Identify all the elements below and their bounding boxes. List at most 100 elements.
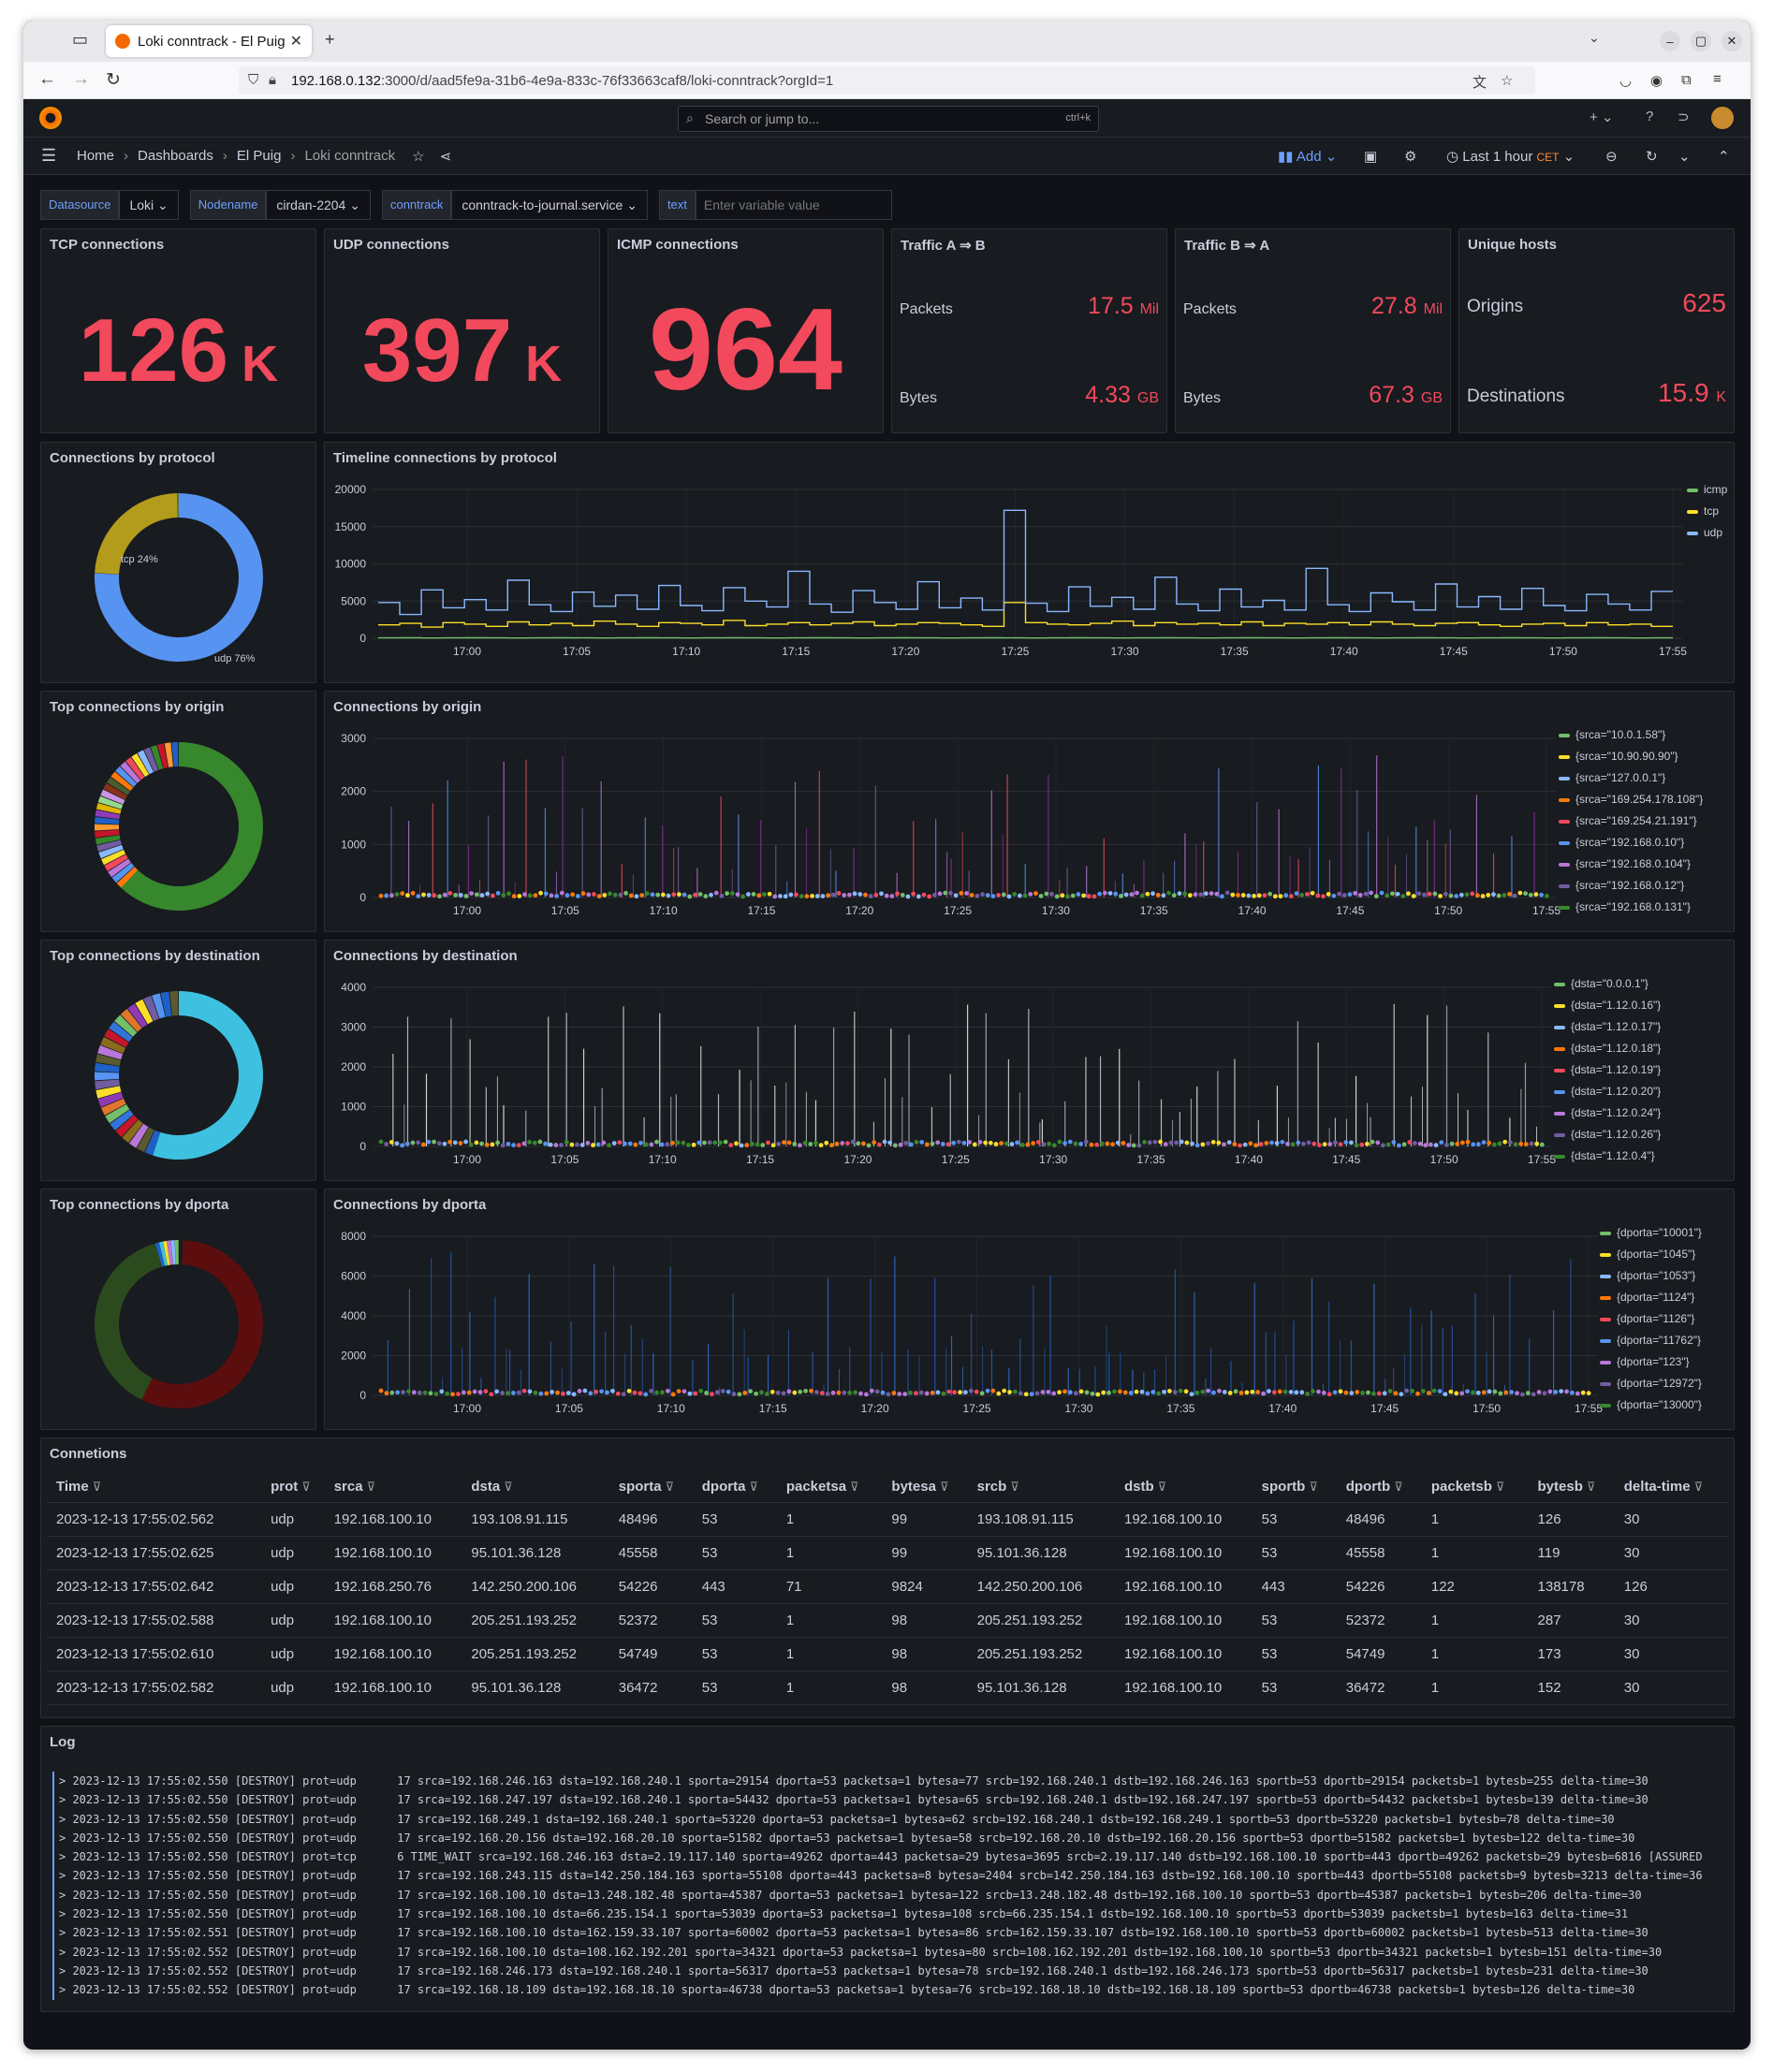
filter-icon[interactable]: ⊽	[939, 1480, 949, 1495]
hamburger-menu-icon[interactable]: ☰	[41, 146, 57, 165]
legend-item[interactable]: {srca="10.0.1.58"}	[1559, 724, 1703, 746]
legend-item[interactable]: {dporta="12972"}	[1600, 1373, 1702, 1394]
table-row[interactable]: 2023-12-13 17:55:02.588 udp 192.168.100.10…	[47, 1603, 1728, 1638]
table-row[interactable]: 2023-12-13 17:55:02.562 udp 192.168.100.10…	[47, 1502, 1728, 1537]
column-header-srca[interactable]: srca ⊽	[324, 1472, 462, 1503]
column-header-sporta[interactable]: sporta ⊽	[608, 1472, 693, 1503]
tab-list-icon[interactable]: ▭	[72, 30, 89, 49]
var-nodename-select[interactable]: cirdan-2204 ⌄	[266, 190, 371, 220]
legend-item[interactable]: {dsta="1.12.0.26"}	[1554, 1124, 1661, 1145]
account-icon[interactable]: ◉	[1650, 73, 1663, 89]
log-line[interactable]: > 2023-12-13 17:55:02.550 [DESTROY] prot…	[52, 1847, 1733, 1867]
column-header-packetsb[interactable]: packetsb ⊽	[1421, 1472, 1529, 1503]
origin-pie-panel[interactable]: Top connections by origin	[40, 691, 316, 932]
tcp-stat-panel[interactable]: TCP connections 126 K	[40, 228, 316, 433]
legend-item[interactable]: {dsta="1.12.0.24"}	[1554, 1102, 1661, 1124]
dest-ts-panel[interactable]: Connections by destination 0 1000 2000 3000…	[324, 940, 1735, 1181]
var-conntrack-select[interactable]: conntrack-to-journal.service ⌄	[451, 190, 648, 220]
log-line[interactable]: > 2023-12-13 17:55:02.550 [DESTROY] prot…	[52, 1866, 1733, 1886]
collapse-icon[interactable]: ⌃	[1718, 149, 1730, 165]
log-line[interactable]: > 2023-12-13 17:55:02.552 [DESTROY] prot…	[52, 1961, 1733, 1981]
tab-overflow-icon[interactable]: ⌄	[1589, 30, 1600, 45]
help-icon[interactable]: ?	[1646, 109, 1654, 124]
timeline-panel[interactable]: Timeline connections by protocol 0 5000 10…	[324, 442, 1735, 683]
close-tab-icon[interactable]: ✕	[289, 34, 302, 50]
pocket-icon[interactable]: ◡	[1619, 73, 1633, 89]
legend-item[interactable]: {dporta="123"}	[1600, 1351, 1702, 1373]
var-text-input[interactable]: Enter variable value	[695, 190, 892, 220]
forward-icon[interactable]: →	[72, 69, 90, 89]
filter-icon[interactable]: ⊽	[1309, 1480, 1318, 1495]
filter-icon[interactable]: ⊽	[850, 1480, 859, 1495]
log-line[interactable]: > 2023-12-13 17:55:02.551 [DESTROY] prot…	[52, 1923, 1733, 1943]
time-picker[interactable]: ◷ Last 1 hour CET ⌄	[1446, 149, 1575, 165]
legend-item[interactable]: {srca="192.168.0.104"}	[1559, 854, 1703, 875]
filter-icon[interactable]: ⊽	[366, 1480, 376, 1495]
column-header-srcb[interactable]: srcb ⊽	[967, 1472, 1115, 1503]
legend-item[interactable]: {dporta="1124"}	[1600, 1287, 1702, 1308]
legend-item[interactable]: {dsta="1.12.0.4"}	[1554, 1145, 1661, 1167]
bookmark-star-icon[interactable]: ☆	[1501, 73, 1514, 89]
legend-item[interactable]: tcp	[1687, 501, 1727, 522]
refresh-icon[interactable]: ↻	[1646, 149, 1658, 165]
favorite-star-icon[interactable]: ☆	[412, 149, 425, 165]
connections-table-panel[interactable]: Connetions Time ⊽ prot ⊽ srca ⊽ dsta ⊽ sporta ⊽ dp…	[40, 1437, 1735, 1718]
legend-item[interactable]: {srca="10.90.90.90"}	[1559, 746, 1703, 767]
origin-ts-panel[interactable]: Connections by origin 0 1000 2000 3000 17:00…	[324, 691, 1735, 932]
column-header-Time[interactable]: Time ⊽	[47, 1472, 262, 1503]
back-icon[interactable]: ←	[38, 69, 56, 89]
breadcrumb-dashboards[interactable]: Dashboards	[138, 148, 213, 164]
log-line[interactable]: > 2023-12-13 17:55:02.550 [DESTROY] prot…	[52, 1885, 1733, 1905]
filter-icon[interactable]: ⊽	[1495, 1480, 1505, 1495]
log-line[interactable]: > 2023-12-13 17:55:02.552 [DESTROY] prot…	[52, 1942, 1733, 1962]
filter-icon[interactable]: ⊽	[665, 1480, 675, 1495]
dest-pie-panel[interactable]: Top connections by destination	[40, 940, 316, 1181]
column-header-sportb[interactable]: sportb ⊽	[1252, 1472, 1337, 1503]
log-line[interactable]: > 2023-12-13 17:55:02.550 [DESTROY] prot…	[52, 1790, 1733, 1810]
new-plus-icon[interactable]: + ⌄	[1590, 109, 1614, 125]
legend-item[interactable]: {dsta="1.12.0.16"}	[1554, 995, 1661, 1016]
legend-item[interactable]: {srca="192.168.0.12"}	[1559, 875, 1703, 897]
filter-icon[interactable]: ⊽	[92, 1480, 102, 1495]
legend-item[interactable]: {srca="192.168.0.131"}	[1559, 897, 1703, 918]
dporta-ts-panel[interactable]: Connections by dporta 0 2000 4000 6000 8000 1…	[324, 1189, 1735, 1430]
legend-item[interactable]: {dsta="1.12.0.20"}	[1554, 1081, 1661, 1102]
log-panel[interactable]: Log > 2023-12-13 17:55:02.550 [DESTROY] …	[40, 1726, 1735, 2012]
legend-item[interactable]: {dporta="1126"}	[1600, 1308, 1702, 1330]
traffic-ba-panel[interactable]: Traffic B ⇒ A Packets 27.8 Mil Bytes 67.3 …	[1175, 228, 1451, 433]
user-avatar[interactable]	[1711, 107, 1734, 129]
legend-item[interactable]: udp	[1687, 522, 1727, 544]
legend-item[interactable]: {dporta="13000"}	[1600, 1394, 1702, 1416]
column-header-packetsa[interactable]: packetsa ⊽	[776, 1472, 883, 1503]
column-header-dporta[interactable]: dporta ⊽	[692, 1472, 777, 1503]
save-icon[interactable]: ▣	[1364, 149, 1378, 165]
filter-icon[interactable]: ⊽	[301, 1480, 311, 1495]
address-bar[interactable]: ⛉ 🔒︎ 192.168.0.132:3000/d/aad5fe9a-31b6-…	[239, 66, 1535, 95]
share-icon[interactable]: ⋖	[439, 149, 452, 165]
legend-item[interactable]: {dsta="1.12.0.18"}	[1554, 1038, 1661, 1059]
column-header-dportb[interactable]: dportb ⊽	[1336, 1472, 1422, 1503]
var-datasource-select[interactable]: Loki ⌄	[119, 190, 179, 220]
extensions-icon[interactable]: ⧉	[1681, 72, 1692, 88]
udp-stat-panel[interactable]: UDP connections 397 K	[324, 228, 600, 433]
legend-item[interactable]: {dporta="1053"}	[1600, 1265, 1702, 1287]
legend-item[interactable]: icmp	[1687, 479, 1727, 501]
unique-hosts-panel[interactable]: Unique hosts Origins 625 Destinations 15.9…	[1458, 228, 1735, 433]
legend-item[interactable]: {srca="169.254.178.108"}	[1559, 789, 1703, 810]
close-window-icon[interactable]: ✕	[1722, 31, 1742, 51]
column-header-dstb[interactable]: dstb ⊽	[1114, 1472, 1253, 1503]
legend-item[interactable]: {srca="192.168.0.10"}	[1559, 832, 1703, 854]
settings-gear-icon[interactable]: ⚙	[1404, 149, 1417, 165]
menu-icon[interactable]: ≡	[1713, 71, 1722, 87]
column-header-bytesb[interactable]: bytesb ⊽	[1528, 1472, 1615, 1503]
filter-icon[interactable]: ⊽	[1586, 1480, 1596, 1495]
legend-item[interactable]: {dsta="0.0.0.1"}	[1554, 973, 1661, 995]
traffic-ab-panel[interactable]: Traffic A ⇒ B Packets 17.5 Mil Bytes 4.33 …	[891, 228, 1167, 433]
column-header-dsta[interactable]: dsta ⊽	[462, 1472, 609, 1503]
filter-icon[interactable]: ⊽	[1157, 1480, 1167, 1495]
log-line[interactable]: > 2023-12-13 17:55:02.550 [DESTROY] prot…	[52, 1772, 1733, 1791]
log-line[interactable]: > 2023-12-13 17:55:02.550 [DESTROY] prot…	[52, 1904, 1733, 1924]
zoom-out-icon[interactable]: ⊖	[1605, 149, 1618, 165]
icmp-stat-panel[interactable]: ICMP connections 964	[608, 228, 884, 433]
log-line[interactable]: > 2023-12-13 17:55:02.552 [DESTROY] prot…	[52, 1980, 1733, 2000]
